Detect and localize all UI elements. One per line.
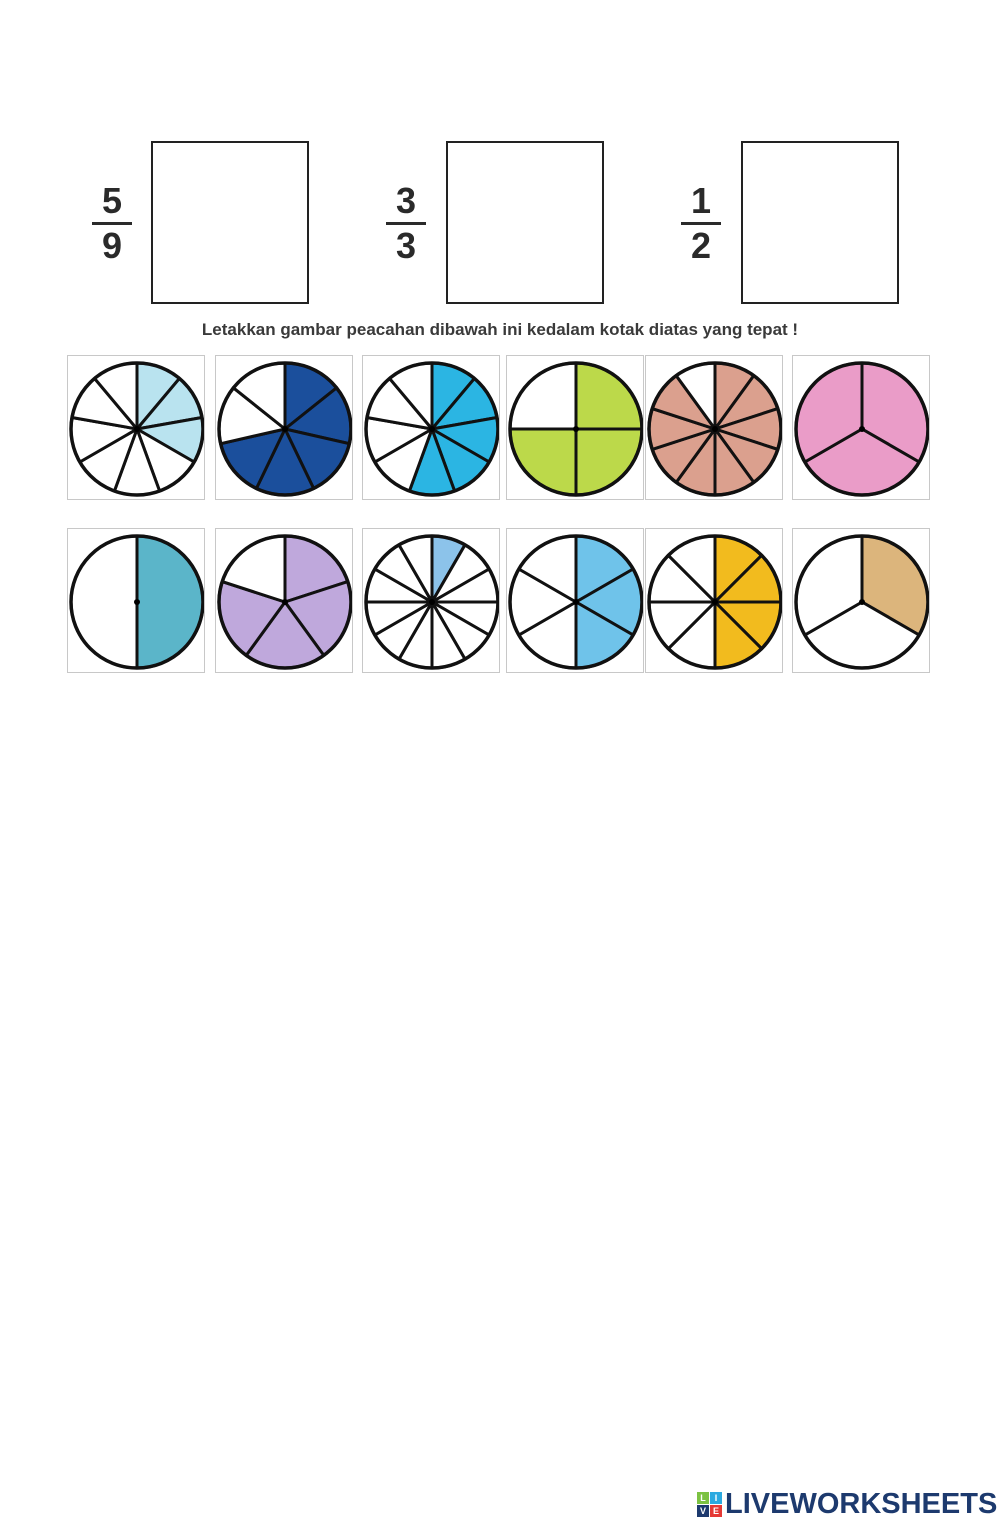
- pie-outline: [364, 361, 499, 497]
- fraction-label: 3 3: [386, 182, 426, 267]
- pie-center: [429, 599, 435, 605]
- denominator: 3: [395, 225, 417, 266]
- pie-icon: [794, 534, 929, 670]
- denominator: 2: [690, 225, 712, 266]
- fraction-piece-tile[interactable]: [645, 355, 783, 500]
- fraction-piece-tile[interactable]: [362, 355, 500, 500]
- pie-center: [573, 426, 579, 432]
- pie-icon: [69, 534, 204, 670]
- fraction-piece-tile[interactable]: [362, 528, 500, 673]
- fraction-piece-tile[interactable]: [67, 355, 205, 500]
- numerator: 5: [92, 182, 132, 225]
- pie-icon: [69, 361, 204, 497]
- drop-box[interactable]: [446, 141, 604, 304]
- numerator: 3: [386, 182, 426, 225]
- pie-icon: [647, 534, 782, 670]
- pie-center: [134, 599, 140, 605]
- pie-center: [429, 426, 435, 432]
- fraction-piece-tile[interactable]: [215, 528, 353, 673]
- pie-center: [282, 426, 288, 432]
- drop-box[interactable]: [151, 141, 309, 304]
- pie-center: [282, 599, 288, 605]
- numerator: 1: [681, 182, 721, 225]
- pie-outline: [69, 361, 204, 497]
- pie-icon: [217, 534, 352, 670]
- fraction-piece-tile[interactable]: [506, 528, 644, 673]
- pie-outline: [647, 534, 782, 670]
- pie-icon: [364, 534, 499, 670]
- denominator: 9: [101, 225, 123, 266]
- instruction-text: Letakkan gambar peacahan dibawah ini ked…: [201, 320, 799, 339]
- pie-center: [859, 599, 865, 605]
- fraction-piece-tile[interactable]: [792, 528, 930, 673]
- pie-center: [712, 426, 718, 432]
- empty-slice: [69, 534, 139, 670]
- pie-icon: [794, 361, 929, 497]
- fraction-piece-tile[interactable]: [792, 355, 930, 500]
- logo-mark-letter: E: [710, 1505, 722, 1517]
- pie-icon: [647, 361, 782, 497]
- pie-icon: [508, 534, 643, 670]
- pie-outline: [217, 534, 352, 670]
- pie-center: [134, 426, 140, 432]
- logo-mark-letter: L: [697, 1492, 709, 1504]
- logo-mark-letter: V: [697, 1505, 709, 1517]
- pie-outline: [508, 534, 643, 670]
- pie-icon: [217, 361, 352, 497]
- pie-center: [712, 599, 718, 605]
- logo-text: LIVEWORKSHEETS: [725, 1488, 998, 1520]
- pie-icon: [508, 361, 643, 497]
- fraction-piece-tile[interactable]: [67, 528, 205, 673]
- pie-outline: [647, 361, 782, 497]
- pie-outline: [364, 534, 499, 670]
- pie-outline: [69, 534, 204, 670]
- pie-outline: [217, 361, 352, 497]
- fraction-piece-tile[interactable]: [506, 355, 644, 500]
- pie-outline: [794, 361, 929, 497]
- pie-icon: [364, 361, 499, 497]
- pie-outline: [794, 534, 929, 670]
- fraction-label: 1 2: [681, 182, 721, 267]
- fraction-piece-tile[interactable]: [645, 528, 783, 673]
- pie-center: [859, 426, 865, 432]
- shaded-slice: [135, 534, 204, 670]
- pie-outline: [508, 361, 643, 497]
- logo-mark-letter: I: [710, 1492, 722, 1504]
- pie-center: [573, 599, 579, 605]
- fraction-label: 5 9: [92, 182, 132, 267]
- fraction-piece-tile[interactable]: [215, 355, 353, 500]
- drop-box[interactable]: [741, 141, 899, 304]
